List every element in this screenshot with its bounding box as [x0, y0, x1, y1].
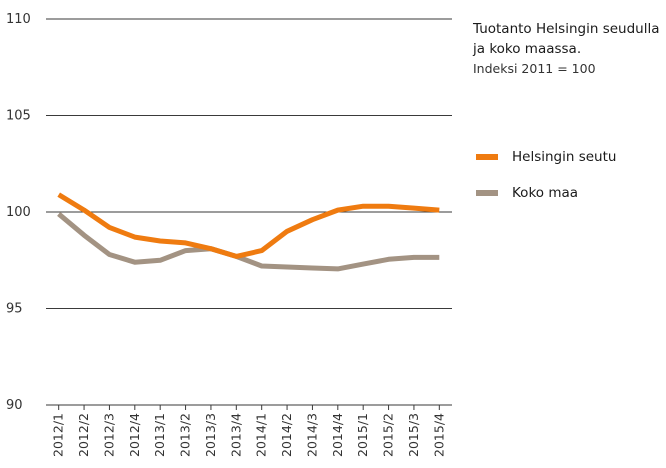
x-tick-label: 2012/3 [101, 413, 116, 457]
gridlines [46, 18, 452, 406]
x-tick-label: 2013/4 [228, 413, 243, 457]
legend-label-koko-maa: Koko maa [512, 185, 579, 201]
x-tick-label: 2015/3 [406, 413, 421, 457]
y-tick-label: 105 [6, 109, 31, 124]
y-tick-label: 110 [6, 12, 31, 27]
x-tick-label: 2014/1 [254, 413, 269, 457]
y-tick-label: 90 [6, 398, 23, 413]
x-tick-label: 2015/1 [355, 413, 370, 457]
x-tick-label: 2014/3 [304, 413, 319, 457]
y-tick-label: 95 [6, 302, 23, 317]
y-tick-label: 100 [6, 205, 31, 220]
x-tick-label: 2013/2 [178, 413, 193, 457]
chart-subtitle: Indeksi 2011 = 100 [473, 61, 596, 76]
legend-item-helsingin-seutu: Helsingin seutu [476, 146, 666, 168]
series-line-0 [57, 192, 440, 259]
x-tick-label: 2014/2 [279, 413, 294, 457]
x-tick-label: 2012/4 [127, 413, 142, 457]
legend-label-helsingin-seutu: Helsingin seutu [512, 149, 617, 165]
x-tick-label: 2015/4 [431, 413, 446, 457]
y-axis: 90 95 100 105 110 [6, 12, 31, 413]
x-tick-label: 2013/1 [152, 413, 167, 457]
x-tick-label: 2012/1 [51, 413, 66, 457]
legend: Helsingin seutu Koko maa [476, 146, 666, 218]
x-tick-label: 2013/3 [203, 413, 218, 457]
x-axis: 2012/1 2012/2 2012/3 2012/4 2013/1 2013/2 2013… [51, 405, 446, 457]
chart-title: Tuotanto Helsingin seudulla ja koko maas… [473, 21, 660, 57]
legend-item-koko-maa: Koko maa [476, 182, 666, 204]
legend-swatch-koko-maa [476, 190, 498, 196]
series-line-1 [57, 211, 440, 272]
chart-title-block: Tuotanto Helsingin seudulla ja koko maas… [473, 19, 663, 79]
x-tick-label: 2012/2 [76, 413, 91, 457]
x-tick-label: 2014/4 [330, 413, 345, 457]
legend-swatch-helsingin-seutu [476, 154, 498, 160]
series-lines [57, 192, 440, 272]
x-tick-label: 2015/2 [381, 413, 396, 457]
